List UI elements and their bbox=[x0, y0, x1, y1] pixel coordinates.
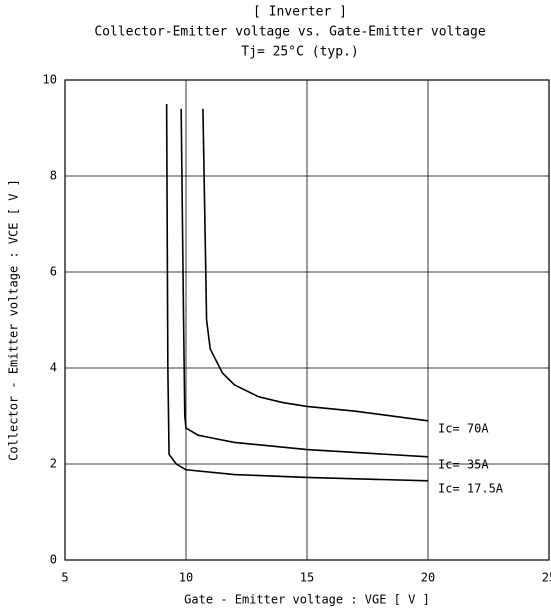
y-tick-label: 0 bbox=[50, 553, 57, 567]
y-tick-label: 8 bbox=[50, 169, 57, 183]
x-axis-label: Gate - Emitter voltage : VGE [ V ] bbox=[184, 593, 430, 607]
x-tick-label: 5 bbox=[61, 571, 68, 585]
curve bbox=[202, 108, 429, 422]
x-tick-label: 25 bbox=[542, 571, 551, 585]
y-tick-label: 10 bbox=[43, 73, 57, 87]
x-tick-label: 20 bbox=[421, 571, 435, 585]
y-tick-label: 4 bbox=[50, 361, 57, 375]
chart-title: [ Inverter ] bbox=[253, 5, 347, 20]
y-axis-label: Collector - Emitter voltage : VCE [ V ] bbox=[7, 179, 21, 461]
curve bbox=[165, 103, 429, 482]
chart-subtitle: Tj= 25°C (typ.) bbox=[241, 45, 358, 60]
chart-subtitle: Collector-Emitter voltage vs. Gate-Emitt… bbox=[94, 25, 486, 40]
y-tick-label: 2 bbox=[50, 457, 57, 471]
x-tick-label: 10 bbox=[179, 571, 193, 585]
curve-label: Ic= 17.5A bbox=[438, 481, 504, 495]
curve-label: Ic= 70A bbox=[438, 421, 489, 435]
curve bbox=[180, 108, 429, 458]
x-tick-label: 15 bbox=[300, 571, 314, 585]
y-tick-label: 6 bbox=[50, 265, 57, 279]
curve-label: Ic= 35A bbox=[438, 457, 489, 471]
